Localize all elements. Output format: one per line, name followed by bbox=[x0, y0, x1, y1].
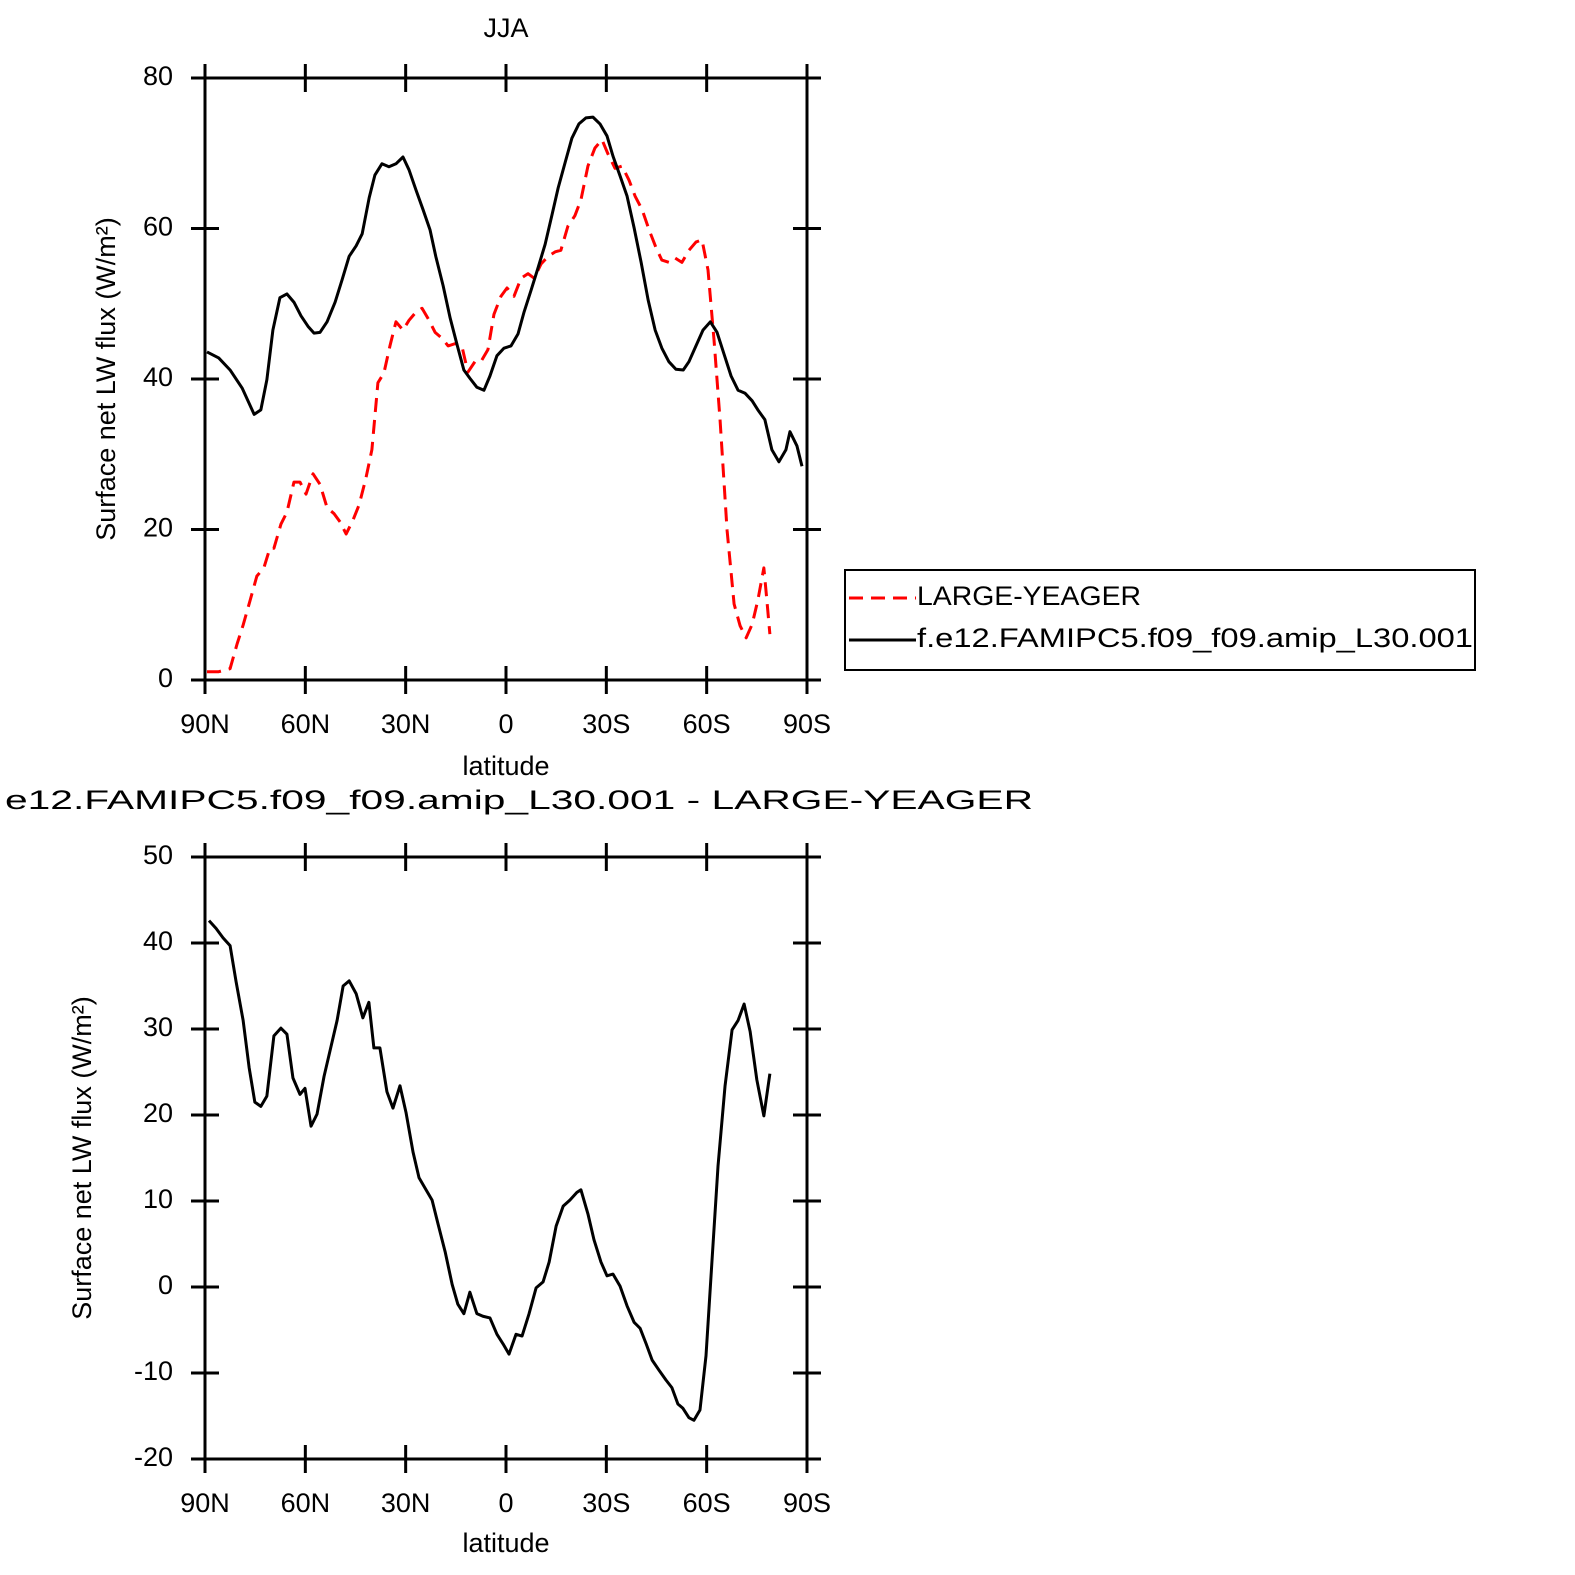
y-tick-label: 30 bbox=[143, 1012, 173, 1042]
x-tick-label: 60S bbox=[683, 709, 731, 739]
legend-label: LARGE-YEAGER bbox=[917, 581, 1141, 611]
y-tick-label: 80 bbox=[143, 61, 173, 91]
y-tick-label: 10 bbox=[143, 1184, 173, 1214]
x-tick-label: 90S bbox=[783, 709, 831, 739]
x-tick-label: 90N bbox=[180, 1488, 230, 1518]
x-tick-label: 60N bbox=[281, 1488, 331, 1518]
x-tick-label: 30N bbox=[381, 709, 431, 739]
y-tick-label: 0 bbox=[158, 1270, 173, 1300]
x-tick-label: 60N bbox=[281, 709, 331, 739]
y-tick-label: 20 bbox=[143, 513, 173, 543]
y-tick-label: 20 bbox=[143, 1098, 173, 1128]
plot-frame bbox=[203, 855, 809, 1461]
y-tick-label: 0 bbox=[158, 663, 173, 693]
y-tick-label: -20 bbox=[134, 1442, 173, 1472]
x-tick-label: 60S bbox=[683, 1488, 731, 1518]
y-axis-label: Surface net LW flux (W/m²) bbox=[67, 996, 97, 1320]
x-axis-label: latitude bbox=[462, 1528, 549, 1558]
x-axis-label: latitude bbox=[462, 751, 549, 781]
y-tick-label: 40 bbox=[143, 926, 173, 956]
x-tick-label: 30N bbox=[381, 1488, 431, 1518]
y-tick-label: 50 bbox=[143, 840, 173, 870]
data-line bbox=[206, 115, 804, 467]
y-tick-label: 60 bbox=[143, 212, 173, 242]
x-tick-label: 0 bbox=[498, 709, 513, 739]
y-tick-label: -10 bbox=[134, 1356, 173, 1386]
data-line bbox=[207, 138, 772, 674]
legend-label: f.e12.FAMIPC5.f09_f09.amip_L30.001 bbox=[917, 623, 1473, 653]
legend-box bbox=[844, 569, 1476, 671]
x-tick-label: 90S bbox=[783, 1488, 831, 1518]
y-tick-label: 40 bbox=[143, 362, 173, 392]
chart-title: JJA bbox=[483, 13, 528, 43]
x-tick-label: 0 bbox=[498, 1488, 513, 1518]
x-tick-label: 30S bbox=[582, 709, 630, 739]
data-line bbox=[207, 919, 772, 1422]
x-tick-label: 90N bbox=[180, 709, 230, 739]
y-axis-label: Surface net LW flux (W/m²) bbox=[91, 217, 121, 541]
x-tick-label: 30S bbox=[582, 1488, 630, 1518]
chart-title: e12.FAMIPC5.f09_f09.amip_L30.001 - LARGE… bbox=[5, 785, 1033, 815]
